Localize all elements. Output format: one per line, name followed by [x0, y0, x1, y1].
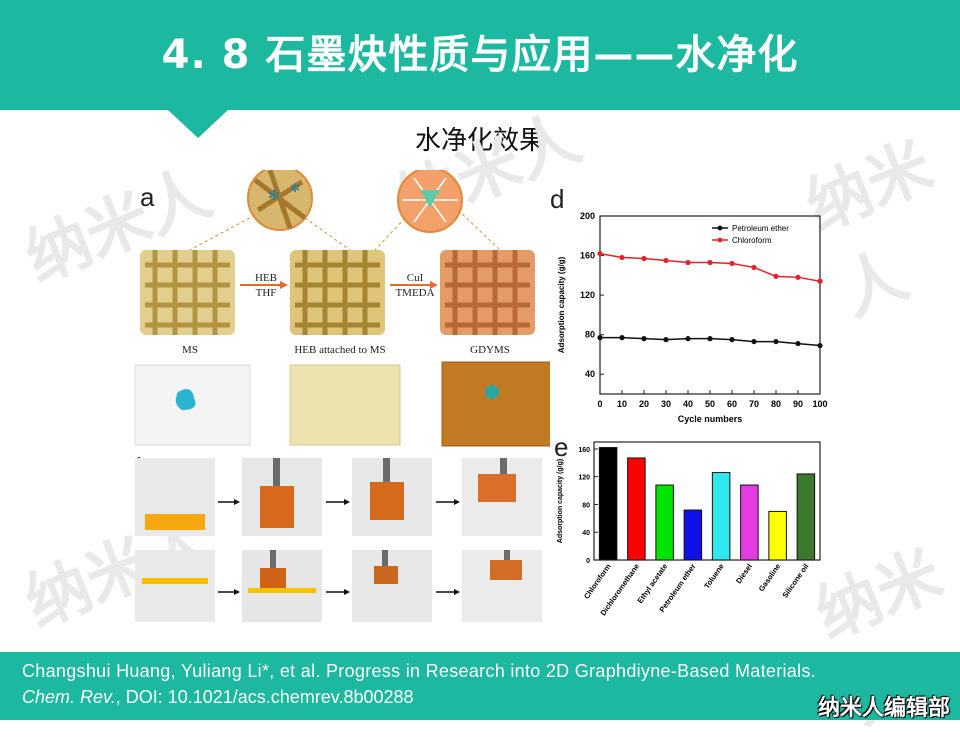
chart-d-point — [751, 264, 757, 271]
chart-e-solvent-capacity: 0 40 80 120 160 Adsorption capacity (g/g) Chlo… — [557, 441, 821, 617]
chart-d-point — [663, 337, 669, 343]
chart-e-bar — [768, 510, 787, 561]
chart-d-point — [707, 336, 713, 342]
svg-text:✻: ✻ — [290, 181, 300, 195]
figure: a ✻ ✻ HEB THF — [130, 170, 830, 630]
chart-d-point — [685, 259, 691, 266]
chart-e-category-label: Gasoline — [757, 562, 783, 593]
step1-solvent: THF — [255, 287, 277, 299]
chart-d-xtick-label: 30 — [661, 399, 671, 409]
chart-e-bar — [598, 447, 618, 561]
slide-subtitle: 水净化效果 — [414, 126, 545, 156]
chart-d-point — [685, 336, 691, 342]
chart-e-category-label: Chloroform — [582, 562, 613, 601]
chart-d-ytick-label: 160 — [580, 251, 595, 261]
step2-reagent: CuI — [406, 272, 424, 284]
chart-d-ytick-label: 80 — [585, 330, 595, 340]
chart-d-ytick-label: 200 — [580, 211, 595, 221]
chart-d-legend-marker — [717, 225, 723, 231]
chart-d-legend-label: Chloroform — [732, 236, 772, 245]
chart-d-point — [751, 338, 757, 345]
citation-line-1: Changshui Huang, Yuliang Li*, et al. Pro… — [22, 661, 816, 681]
chart-e-bar — [740, 484, 759, 561]
chart-e-category-label: Silicone oil — [780, 562, 810, 600]
chart-d-point — [641, 255, 647, 262]
chart-e-bar — [796, 473, 816, 561]
ms-label: MS — [182, 344, 198, 356]
panel-a-letter: a — [140, 182, 155, 212]
chart-d-point — [707, 259, 713, 266]
chart-d-xtick-label: 0 — [597, 399, 602, 409]
panel-e-letter: e — [554, 432, 569, 462]
chart-d-xtick-label: 40 — [683, 399, 693, 409]
slide-title: 4. 8 石墨炔性质与应用——水净化 — [161, 32, 799, 78]
chart-d-xtick-label: 10 — [617, 399, 627, 409]
chart-d-point — [817, 342, 823, 349]
title-bar — [0, 0, 960, 110]
citation-line-2: Chem. Rev., DOI: 10.1021/acs.chemrev.8b0… — [22, 687, 414, 708]
chart-d-point — [619, 335, 625, 341]
chart-d-legend-marker — [717, 237, 723, 243]
chart-e-category-label: Diesel — [734, 562, 754, 585]
chart-d-point — [817, 278, 823, 284]
chart-d-xtick-label: 80 — [771, 399, 781, 409]
chart-d-frame — [599, 215, 821, 395]
title-bar-notch — [168, 110, 228, 138]
chart-d-series-line — [599, 252, 821, 283]
chart-e-ytick-label: 40 — [582, 530, 590, 537]
chart-d-point — [773, 273, 779, 279]
chart-d-xtick-label: 70 — [749, 399, 759, 409]
ms-lattice — [140, 250, 235, 335]
chart-d-point — [641, 336, 647, 342]
citation-doi: , DOI: 10.1021/acs.chemrev.8b00288 — [115, 687, 414, 707]
chart-d-xtick-label: 60 — [727, 399, 737, 409]
gdyms-lattice — [440, 250, 535, 335]
heb-ms-lattice — [290, 250, 385, 335]
chart-e-category-label: Toluene — [702, 562, 726, 590]
chart-d-point — [597, 250, 603, 257]
brand-logo-text: 纳米人编辑部 — [817, 696, 950, 721]
panel-d-letter: d — [550, 184, 565, 214]
chart-e-frame — [593, 441, 821, 561]
chart-e-ytick-label: 160 — [578, 447, 590, 454]
chart-d-xlabel: Cycle numbers — [678, 414, 743, 424]
chart-d-point — [795, 340, 801, 347]
chart-d-xtick-label: 50 — [705, 399, 715, 409]
chart-e-bar — [627, 457, 646, 561]
chart-d-point — [597, 335, 603, 341]
chart-d-point — [663, 257, 669, 264]
chart-e-bar — [711, 472, 731, 561]
chart-d-point — [729, 337, 735, 343]
chart-d-ytick-label: 40 — [585, 369, 595, 379]
chart-d-point — [729, 260, 735, 267]
chart-d-xtick-label: 20 — [639, 399, 649, 409]
chart-d-point — [619, 254, 625, 261]
chart-d-xtick-label: 90 — [793, 399, 803, 409]
step2-ligand: TMEDA — [395, 287, 435, 299]
chart-d-xtick-label: 100 — [812, 399, 827, 409]
chart-d-point — [795, 274, 801, 280]
chart-e-ylabel: Adsorption capacity (g/g) — [557, 459, 564, 543]
chart-e-ytick-label: 80 — [582, 502, 590, 509]
citation-bar: Changshui Huang, Yuliang Li*, et al. Pro… — [0, 652, 960, 721]
gdyms-label: GDYMS — [470, 344, 510, 356]
heb-ms-sponge — [289, 364, 401, 446]
chart-e-bar — [655, 484, 674, 561]
chart-e-ytick-label: 0 — [586, 558, 590, 565]
step1-reagent: HEB — [255, 272, 277, 284]
sequence-photos — [135, 458, 542, 622]
chart-d-point — [773, 338, 779, 345]
chart-d-cycle-stability: 40 80 120 160 200 0 10 20 30 40 50 60 70 80 90 100 Cycle… — [557, 211, 828, 424]
chart-e-bar — [683, 509, 703, 561]
chart-d-legend-label: Petroleum ether — [732, 224, 789, 233]
chart-d-ylabel: Adsorption capacity (g/g) — [557, 256, 566, 353]
gdyms-sponge — [441, 361, 550, 447]
chart-d-ytick-label: 120 — [580, 290, 595, 300]
heb-ms-label: HEB attached to MS — [294, 344, 386, 356]
svg-text:✻: ✻ — [268, 187, 280, 203]
scheme-illustration: ✻ ✻ — [134, 170, 550, 447]
citation-journal: Chem. Rev. — [22, 687, 116, 707]
chart-e-ytick-label: 120 — [578, 475, 590, 482]
